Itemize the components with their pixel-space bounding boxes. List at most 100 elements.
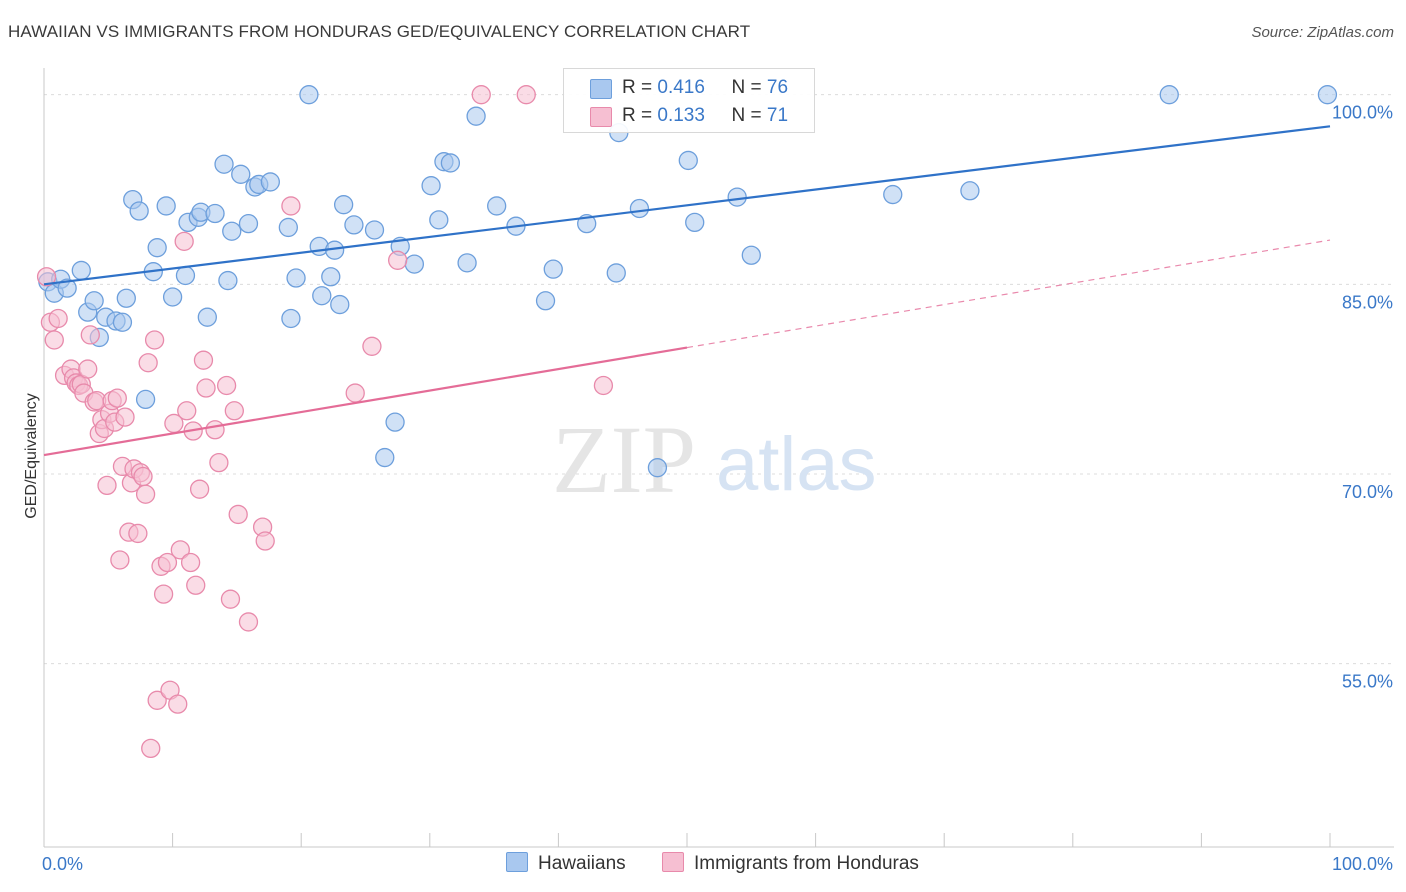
point-hawaiians xyxy=(647,458,668,478)
point-honduras xyxy=(138,353,158,373)
point-honduras xyxy=(170,540,190,560)
point-hawaiians xyxy=(466,106,486,126)
legend-n-label: N = xyxy=(731,105,762,126)
point-hawaiians xyxy=(883,184,903,205)
point-honduras xyxy=(238,612,259,632)
point-honduras xyxy=(255,531,275,551)
bottom-legend-label-hawaiians: Hawaiians xyxy=(538,853,626,874)
point-hawaiians xyxy=(260,172,280,192)
point-hawaiians xyxy=(333,195,354,215)
point-hawaiians xyxy=(741,245,761,265)
point-honduras xyxy=(48,308,68,329)
legend-n-value-hawaiians: 76 xyxy=(766,77,789,98)
correlation-legend: R = 0.416 N = 76 R = 0.133 N = 71 xyxy=(563,68,815,133)
point-hawaiians xyxy=(231,164,251,184)
point-honduras xyxy=(362,336,382,356)
point-honduras xyxy=(133,466,153,487)
point-hawaiians xyxy=(205,203,225,224)
point-hawaiians xyxy=(1159,85,1179,105)
point-hawaiians xyxy=(1317,85,1338,105)
bottom-legend-swatch-pink xyxy=(662,852,684,872)
point-hawaiians xyxy=(281,308,301,329)
point-hawaiians xyxy=(364,220,385,240)
trend-lines xyxy=(43,125,1331,457)
point-hawaiians xyxy=(727,187,747,207)
legend-r-label: R = xyxy=(622,77,653,98)
point-hawaiians xyxy=(147,238,167,258)
point-honduras xyxy=(228,504,248,525)
legend-swatch-pink xyxy=(590,107,612,127)
point-honduras xyxy=(128,523,148,544)
point-hawaiians xyxy=(286,268,306,288)
point-honduras xyxy=(471,85,491,105)
watermark-atlas: atlas xyxy=(716,422,877,507)
point-hawaiians xyxy=(71,260,91,281)
y-tick-label: 55.0% xyxy=(1342,672,1393,692)
point-hawaiians xyxy=(330,294,350,315)
point-honduras xyxy=(110,550,130,570)
point-honduras xyxy=(516,85,536,105)
point-hawaiians xyxy=(116,288,136,308)
point-hawaiians xyxy=(214,154,234,174)
point-honduras xyxy=(168,694,188,714)
point-honduras xyxy=(209,452,229,473)
axis-ticks: 55.0% 70.0% 85.0% 100.0% 0.0% 100.0% xyxy=(42,103,1393,874)
point-honduras xyxy=(115,407,135,427)
chart-title: HAWAIIAN VS IMMIGRANTS FROM HONDURAS GED… xyxy=(8,22,751,41)
point-honduras xyxy=(281,196,301,216)
trend-line-honduras-extension xyxy=(686,239,1331,349)
point-hawaiians xyxy=(162,287,183,307)
legend-r-value-honduras: 0.133 xyxy=(657,105,705,126)
point-hawaiians xyxy=(404,254,425,274)
point-hawaiians xyxy=(429,210,449,230)
bottom-legend-label-honduras: Immigrants from Honduras xyxy=(694,853,919,874)
point-hawaiians xyxy=(197,307,217,327)
point-honduras xyxy=(174,231,194,251)
point-honduras xyxy=(147,690,167,710)
trend-line-hawaiians xyxy=(43,125,1331,286)
point-honduras xyxy=(224,401,244,421)
axes xyxy=(43,68,1394,848)
chart-source: Source: ZipAtlas.com xyxy=(1251,24,1394,41)
x-tick-label: 0.0% xyxy=(42,854,83,874)
point-honduras xyxy=(144,330,165,350)
point-hawaiians xyxy=(678,150,698,171)
point-hawaiians xyxy=(421,176,441,196)
point-hawaiians xyxy=(457,253,477,273)
point-hawaiians xyxy=(543,259,563,279)
point-honduras xyxy=(141,738,161,759)
point-honduras xyxy=(177,401,197,421)
point-honduras xyxy=(186,575,206,595)
bottom-legend-swatch-blue xyxy=(506,852,528,872)
point-hawaiians xyxy=(299,85,319,105)
point-hawaiians xyxy=(487,196,507,216)
point-honduras xyxy=(387,250,408,270)
y-tick-label: 85.0% xyxy=(1342,292,1393,312)
bottom-legend-hawaiians: Hawaiians xyxy=(506,852,626,875)
zipatlas-watermark: ZIP atlas xyxy=(552,406,877,513)
x-tick-label: 100.0% xyxy=(1332,854,1393,874)
legend-r-value-hawaiians: 0.416 xyxy=(657,77,705,98)
point-hawaiians xyxy=(960,181,980,201)
point-honduras xyxy=(220,589,241,609)
point-hawaiians xyxy=(57,278,77,298)
data-points xyxy=(36,85,1338,759)
point-hawaiians xyxy=(606,263,626,283)
point-honduras xyxy=(78,359,98,379)
point-hawaiians xyxy=(440,153,461,173)
point-hawaiians xyxy=(312,286,332,306)
point-hawaiians xyxy=(344,215,364,235)
point-hawaiians xyxy=(175,265,196,286)
point-honduras xyxy=(216,375,237,396)
point-hawaiians xyxy=(156,196,176,216)
point-honduras xyxy=(80,325,100,345)
watermark-zip: ZIP xyxy=(552,406,696,513)
point-honduras xyxy=(44,330,64,350)
point-hawaiians xyxy=(629,198,650,219)
point-honduras xyxy=(196,378,216,398)
bottom-legend-honduras: Immigrants from Honduras xyxy=(662,852,919,875)
point-hawaiians xyxy=(685,212,705,233)
point-hawaiians xyxy=(278,217,298,238)
point-hawaiians xyxy=(535,291,556,311)
point-honduras xyxy=(107,388,127,408)
